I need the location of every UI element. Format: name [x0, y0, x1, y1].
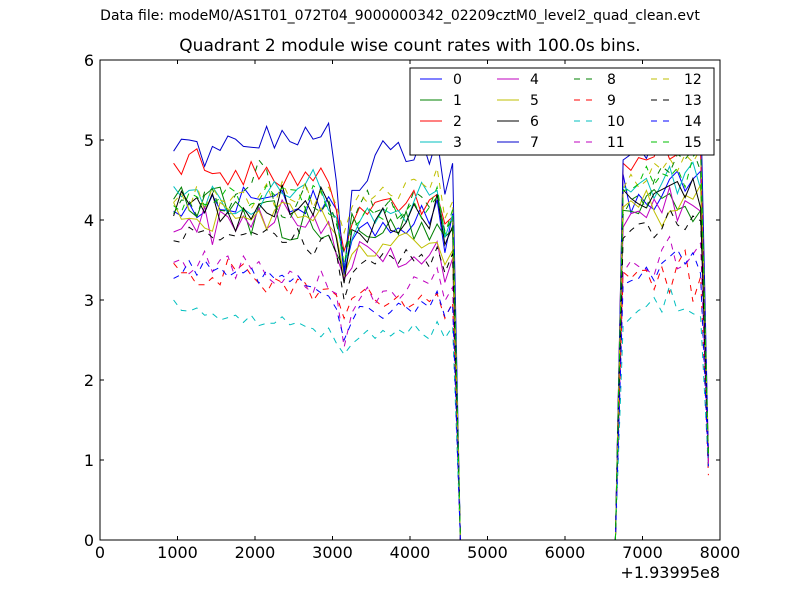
legend-label-14: 14 — [684, 114, 702, 130]
y-tick-label: 6 — [84, 51, 94, 70]
x-tick-label: 8000 — [700, 543, 741, 562]
legend-label-8: 8 — [607, 72, 616, 88]
figure-suptitle: Data file: modeM0/AS1T01_072T04_90000003… — [100, 8, 700, 24]
x-tick-label: 2000 — [235, 543, 276, 562]
x-offset-label: +1.93995e8 — [620, 563, 720, 582]
x-tick-label: 6000 — [545, 543, 586, 562]
chart-title: Quadrant 2 module wise count rates with … — [179, 36, 641, 56]
series-line-4 — [173, 185, 709, 541]
y-tick-label: 1 — [84, 451, 94, 470]
y-tick-label: 3 — [84, 291, 94, 310]
legend-label-1: 1 — [453, 93, 462, 109]
series-line-5 — [173, 182, 709, 541]
legend-box — [409, 67, 715, 156]
legend-label-4: 4 — [530, 72, 539, 88]
legend-label-7: 7 — [530, 135, 539, 151]
series-line-13 — [173, 207, 709, 541]
legend-label-15: 15 — [684, 135, 702, 151]
y-tick-label: 5 — [84, 131, 94, 150]
legend-label-9: 9 — [607, 93, 616, 109]
x-tick-label: 1000 — [157, 543, 198, 562]
series-line-9 — [173, 248, 709, 541]
legend-label-6: 6 — [530, 114, 539, 130]
x-tick-label: 7000 — [622, 543, 663, 562]
series-line-8 — [173, 148, 709, 541]
y-tick-label: 4 — [84, 211, 94, 230]
x-tick-label: 3000 — [312, 543, 353, 562]
series-line-1 — [173, 186, 709, 541]
legend-label-5: 5 — [530, 93, 539, 109]
legend-label-11: 11 — [607, 135, 625, 151]
series-line-0 — [173, 169, 709, 541]
plot-lines — [173, 98, 709, 541]
x-tick-label: 0 — [95, 543, 105, 562]
series-line-14 — [173, 248, 709, 541]
legend-label-0: 0 — [453, 72, 462, 88]
legend-label-13: 13 — [684, 93, 702, 109]
x-tick-label: 5000 — [467, 543, 508, 562]
legend-label-3: 3 — [453, 135, 462, 151]
series-line-10 — [173, 283, 709, 541]
legend-label-10: 10 — [607, 114, 625, 130]
x-tick-label: 4000 — [390, 543, 431, 562]
y-tick-label: 2 — [84, 371, 94, 390]
series-line-15 — [173, 145, 709, 541]
series-line-12 — [173, 146, 709, 541]
legend-label-12: 12 — [684, 72, 702, 88]
legend-label-2: 2 — [453, 114, 462, 130]
y-tick-label: 0 — [84, 531, 94, 550]
